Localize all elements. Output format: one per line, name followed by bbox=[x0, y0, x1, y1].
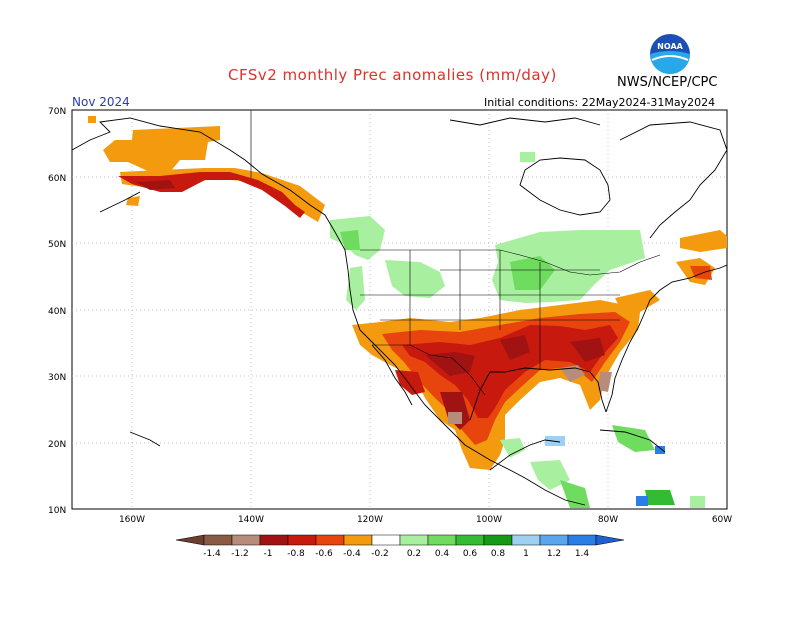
colorbar-label: 0.2 bbox=[407, 549, 421, 559]
colorbar-swatch bbox=[231, 534, 261, 546]
colorbar-swatch bbox=[399, 534, 429, 546]
initial-conditions-label: Initial conditions: 22May2024-31May2024 bbox=[484, 96, 716, 109]
colorbar-label: -0.4 bbox=[343, 549, 361, 559]
coastlines bbox=[71, 117, 728, 506]
lat-label: 50N bbox=[48, 240, 66, 250]
agency-label: NWS/NCEP/CPC bbox=[617, 75, 718, 90]
colorbar-label: 1.4 bbox=[575, 549, 590, 559]
colorbar-label: -1.4 bbox=[203, 549, 221, 559]
lon-label: 60W bbox=[712, 515, 732, 525]
lat-label: 10N bbox=[48, 506, 66, 516]
colorbar-label: -0.6 bbox=[315, 549, 333, 559]
lon-label: 100W bbox=[476, 515, 502, 525]
noaa-logo: NOAA bbox=[650, 34, 690, 74]
colorbar-swatch bbox=[371, 534, 401, 546]
colorbar-swatch bbox=[287, 534, 317, 546]
colorbar: -1.4 -1.2 -1 -0.8 -0.6 -0.4 -0.2 0.2 0.4 0.6 0.8 1 1… bbox=[175, 534, 625, 559]
colorbar-label: -1 bbox=[264, 549, 273, 559]
colorbar-swatch bbox=[427, 534, 457, 546]
anomaly-fields bbox=[88, 116, 727, 508]
colorbar-swatch bbox=[455, 534, 485, 546]
colorbar-swatch bbox=[483, 534, 513, 546]
colorbar-swatch bbox=[511, 534, 541, 546]
lon-label: 140W bbox=[238, 515, 264, 525]
colorbar-swatch bbox=[539, 534, 569, 546]
colorbar-swatch bbox=[343, 534, 373, 546]
colorbar-swatch bbox=[259, 534, 289, 546]
lon-label: 80W bbox=[598, 515, 618, 525]
colorbar-label: -0.2 bbox=[371, 549, 389, 559]
political-borders bbox=[250, 110, 661, 396]
colorbar-high-arrow bbox=[595, 534, 625, 546]
colorbar-label: 0.6 bbox=[463, 549, 478, 559]
noaa-logo-text: NOAA bbox=[657, 42, 683, 51]
lat-label: 70N bbox=[48, 107, 66, 117]
map-area bbox=[71, 109, 728, 510]
lon-label: 120W bbox=[357, 515, 383, 525]
colorbar-swatch bbox=[203, 534, 233, 546]
lon-label: 160W bbox=[119, 515, 145, 525]
latitude-labels: 70N 60N 50N 40N 30N 20N 10N bbox=[48, 107, 66, 516]
colorbar-label: 0.4 bbox=[435, 549, 450, 559]
colorbar-label: -0.8 bbox=[287, 549, 305, 559]
lat-label: 20N bbox=[48, 440, 66, 450]
longitude-labels: 160W 140W 120W 100W 80W 60W bbox=[119, 515, 732, 525]
colorbar-label: 1 bbox=[523, 549, 529, 559]
chart-title: CFSv2 monthly Prec anomalies (mm/day) bbox=[228, 66, 557, 84]
valid-month-label: Nov 2024 bbox=[72, 95, 130, 109]
lat-label: 30N bbox=[48, 373, 66, 383]
colorbar-label: 0.8 bbox=[491, 549, 506, 559]
colorbar-swatch bbox=[567, 534, 597, 546]
colorbar-label: -1.2 bbox=[231, 549, 249, 559]
lat-label: 40N bbox=[48, 307, 66, 317]
colorbar-label: 1.2 bbox=[547, 549, 561, 559]
colorbar-swatch bbox=[315, 534, 345, 546]
lat-label: 60N bbox=[48, 174, 66, 184]
colorbar-low-arrow bbox=[175, 534, 205, 546]
